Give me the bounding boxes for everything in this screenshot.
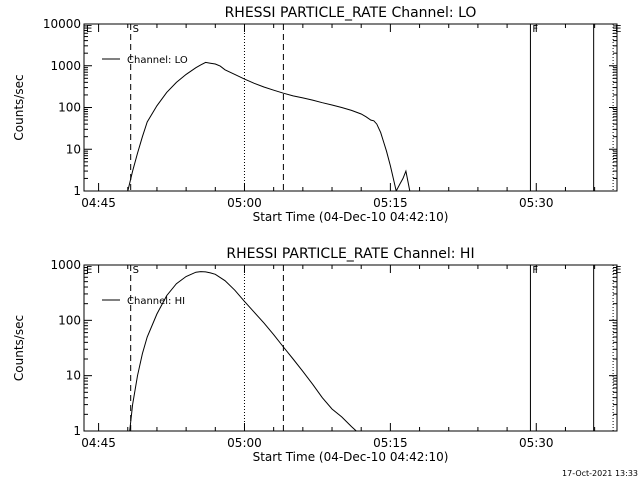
event-marker-label: E	[86, 24, 92, 35]
x-tick-label: 05:00	[227, 436, 262, 450]
y-tick-label: 1	[73, 424, 81, 438]
y-tick-label: 10000	[43, 17, 81, 31]
y-tick-label: 100	[58, 313, 81, 327]
event-marker-label: E	[615, 265, 621, 276]
x-tick-label: 05:30	[519, 436, 554, 450]
y-axis-label: Counts/sec	[12, 74, 26, 140]
legend-label: Channel: LO	[127, 55, 188, 66]
chart-panel-1: RHESSI PARTICLE_RATE Channel: HI 1 10 100 10…	[12, 246, 621, 464]
footer-timestamp: 17-Oct-2021 13:33	[562, 469, 638, 478]
y-tick-label: 1000	[50, 59, 81, 73]
y-tick-label: 10	[66, 369, 81, 383]
x-axis-label: Start Time (04-Dec-10 04:42:10)	[253, 450, 449, 464]
x-axis-label: Start Time (04-Dec-10 04:42:10)	[253, 210, 449, 224]
series-line	[127, 61, 411, 191]
chart-panel-0: RHESSI PARTICLE_RATE Channel: LO 1 10 100 10…	[12, 5, 621, 224]
series-line	[129, 271, 357, 431]
legend-label: Channel: HI	[127, 296, 185, 307]
plot-frame	[83, 264, 618, 432]
event-marker-label: E	[615, 24, 621, 35]
y-tick-label: 1	[73, 184, 81, 198]
x-tick-label: 05:15	[373, 196, 408, 210]
chart-title: RHESSI PARTICLE_RATE Channel: LO	[225, 5, 477, 21]
chart-title: RHESSI PARTICLE_RATE Channel: HI	[226, 246, 474, 262]
event-marker-label: S	[133, 265, 139, 276]
y-tick-label: 100	[58, 101, 81, 115]
event-marker-label: F	[532, 24, 538, 35]
event-marker-label: E	[86, 265, 92, 276]
y-tick-label: 1000	[50, 258, 81, 272]
x-tick-label: 05:15	[373, 436, 408, 450]
event-marker-label: F	[532, 265, 538, 276]
y-tick-label: 10	[66, 142, 81, 156]
x-tick-label: 04:45	[81, 196, 116, 210]
x-tick-label: 05:30	[519, 196, 554, 210]
x-tick-label: 05:00	[227, 196, 262, 210]
event-marker-label: S	[133, 24, 139, 35]
y-axis-label: Counts/sec	[12, 315, 26, 381]
x-tick-label: 04:45	[81, 436, 116, 450]
plot-frame	[83, 23, 618, 192]
